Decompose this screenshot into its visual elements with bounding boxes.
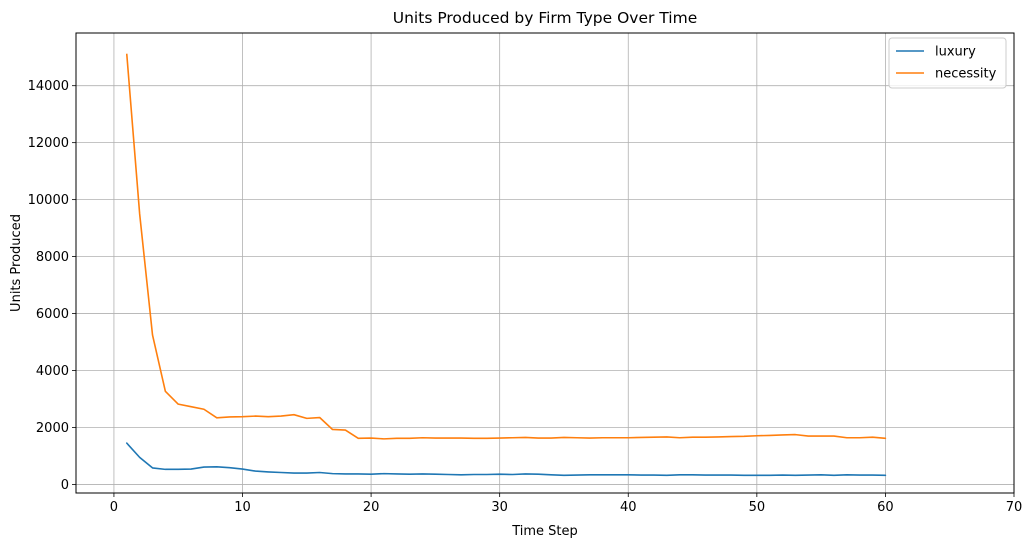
legend-entries: luxury necessity xyxy=(896,45,997,82)
y-tick-label: 0 xyxy=(61,478,69,493)
legend-label-necessity: necessity xyxy=(935,67,997,82)
x-tick-label: 40 xyxy=(620,500,637,515)
plot-frame xyxy=(75,32,1015,494)
x-tick-label: 60 xyxy=(877,500,894,515)
x-tick-label: 10 xyxy=(234,500,251,515)
x-tick-label: 70 xyxy=(1006,500,1023,515)
legend: luxury necessity xyxy=(888,37,1007,89)
grid xyxy=(76,33,1015,493)
y-tick-label: 10000 xyxy=(28,193,69,208)
y-tick-label: 14000 xyxy=(28,79,69,94)
ticks: 0 10 20 30 40 50 60 70 0 2000 4000 6000 8000 10000 120… xyxy=(28,79,1023,515)
y-tick-label: 6000 xyxy=(36,307,69,322)
series-layer xyxy=(125,53,887,477)
y-tick-label: 4000 xyxy=(36,364,69,379)
series-line-necessity xyxy=(125,53,887,440)
y-tick-label: 2000 xyxy=(36,421,69,436)
y-tick-label: 8000 xyxy=(36,250,69,265)
x-tick-label: 50 xyxy=(749,500,766,515)
chart-title: Units Produced by Firm Type Over Time xyxy=(393,9,697,27)
x-tick-label: 20 xyxy=(363,500,380,515)
y-axis-title: Units Produced xyxy=(9,214,24,312)
x-tick-label: 0 xyxy=(110,500,118,515)
x-tick-label: 30 xyxy=(491,500,508,515)
series-line-luxury xyxy=(125,442,887,477)
legend-label-luxury: luxury xyxy=(935,45,976,60)
x-axis-title: Time Step xyxy=(511,524,578,539)
y-tick-label: 12000 xyxy=(28,136,69,151)
